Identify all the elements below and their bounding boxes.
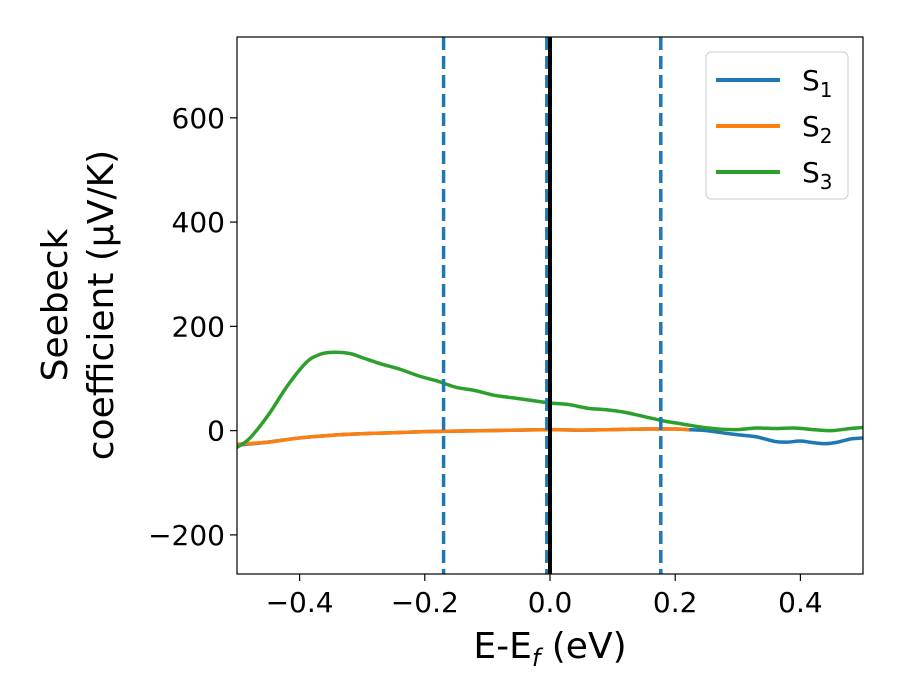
x-axis-label-base: E-E bbox=[473, 626, 531, 667]
y-tick-label: 600 bbox=[172, 102, 225, 135]
legend-label-S3: S3 bbox=[802, 156, 833, 194]
y-tick-label: −200 bbox=[148, 519, 225, 552]
x-tick-label: −0.2 bbox=[391, 586, 459, 619]
x-axis-label: E-Ef (eV) bbox=[473, 626, 626, 672]
y-tick-label: 400 bbox=[172, 206, 225, 239]
y-axis-label-line1: Seebeck bbox=[35, 228, 76, 381]
x-tick-label: −0.4 bbox=[266, 586, 334, 619]
legend-label-S2: S2 bbox=[802, 110, 833, 148]
x-tick-label: 0.0 bbox=[528, 586, 573, 619]
x-axis-label-tail: (eV) bbox=[540, 626, 626, 667]
y-axis-label-line2: coefficient (μV/K) bbox=[81, 150, 122, 460]
x-tick-label: 0.2 bbox=[653, 586, 698, 619]
x-tick-label: 0.4 bbox=[778, 586, 823, 619]
y-tick-label: 0 bbox=[207, 415, 225, 448]
series-line-S3 bbox=[237, 350, 863, 450]
legend-label-S1: S1 bbox=[802, 64, 833, 102]
y-tick-label: 200 bbox=[172, 310, 225, 343]
legend: S1 S2 S3 bbox=[705, 51, 849, 200]
series-line-S2 bbox=[237, 427, 690, 446]
